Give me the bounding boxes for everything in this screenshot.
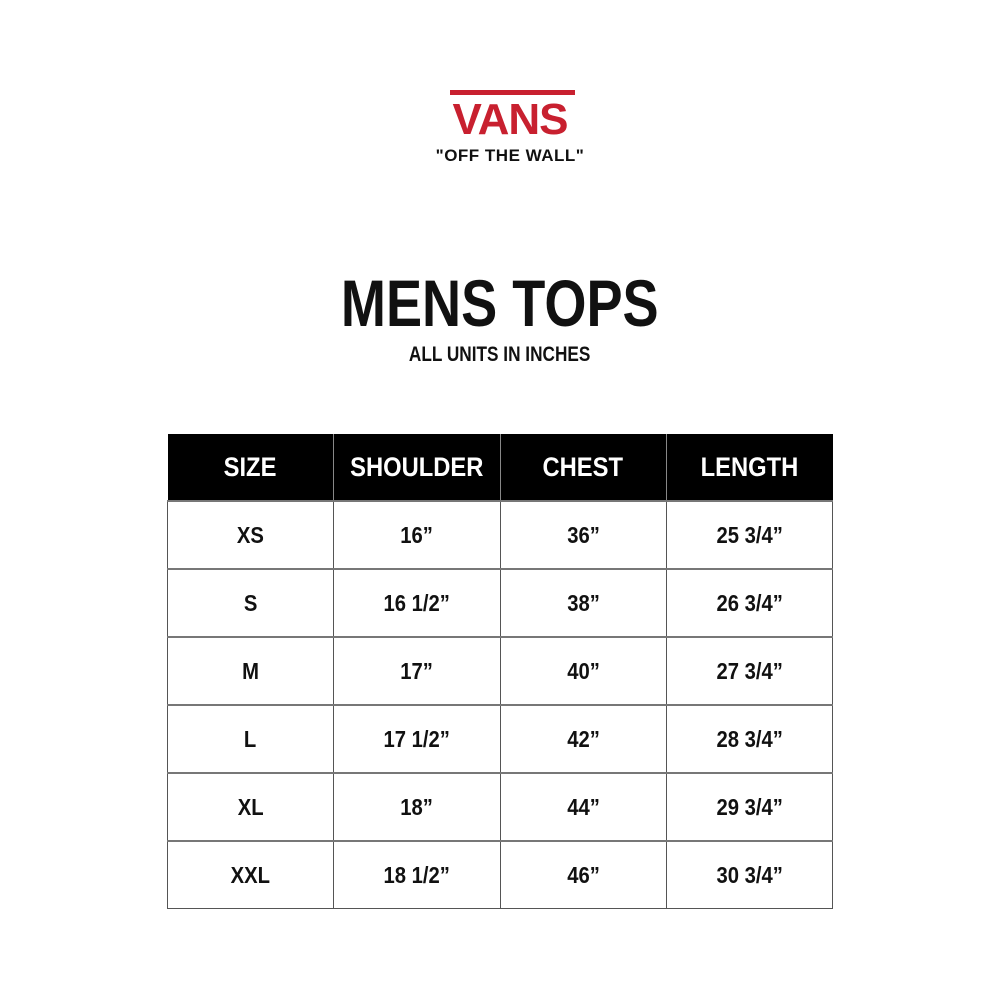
header-chest: CHEST — [499, 434, 667, 501]
cell-size: XXL — [167, 840, 334, 909]
table-row: L 17 1/2” 42” 28 3/4” — [167, 704, 834, 774]
cell-length: 26 3/4” — [665, 568, 834, 638]
cell-shoulder: 17 1/2” — [332, 704, 501, 774]
cell-text: 16 1/2” — [383, 589, 450, 616]
cell-shoulder: 16” — [332, 500, 501, 570]
cell-shoulder: 18” — [332, 772, 501, 842]
header-shoulder: SHOULDER — [332, 434, 501, 501]
cell-text: 42” — [566, 725, 600, 752]
table-row: XXL 18 1/2” 46” 30 3/4” — [167, 840, 834, 909]
cell-text: 28 3/4” — [716, 725, 783, 752]
cell-text: 17” — [400, 657, 433, 684]
cell-length: 29 3/4” — [665, 772, 834, 842]
cell-text: 29 3/4” — [716, 793, 783, 820]
table-row: M 17” 40” 27 3/4” — [167, 636, 834, 706]
cell-text: 27 3/4” — [716, 657, 783, 684]
cell-shoulder: 17” — [332, 636, 501, 706]
cell-text: S — [243, 589, 258, 616]
page-title: MENS TOPS — [341, 266, 659, 340]
cell-text: 46” — [566, 861, 600, 888]
header-length: LENGTH — [665, 434, 833, 501]
cell-shoulder: 18 1/2” — [332, 840, 501, 909]
cell-chest: 46” — [499, 840, 667, 909]
cell-size: XL — [167, 772, 334, 842]
vans-logo-mark: VANS — [450, 90, 575, 140]
cell-size: XS — [167, 500, 334, 570]
header-size: SIZE — [167, 434, 334, 501]
cell-text: XL — [237, 793, 264, 820]
svg-text:VANS: VANS — [453, 95, 568, 140]
tagline: "OFF THE WALL" — [435, 146, 585, 165]
cell-text: 18” — [400, 793, 433, 820]
page-subtitle: ALL UNITS IN INCHES — [409, 343, 591, 366]
cell-text: 36” — [566, 521, 600, 548]
cell-chest: 40” — [499, 636, 667, 706]
cell-text: M — [241, 657, 259, 684]
cell-text: XS — [236, 521, 264, 548]
table-row: XS 16” 36” 25 3/4” — [167, 500, 834, 570]
cell-size: S — [167, 568, 334, 638]
cell-text: XXL — [230, 861, 271, 888]
cell-text: 18 1/2” — [383, 861, 450, 888]
cell-chest: 36” — [499, 500, 667, 570]
vans-logo: VANS — [420, 88, 600, 168]
size-chart-table: SIZE SHOULDER CHEST LENGTH XS 16” 36” 25 3/… — [167, 434, 834, 909]
table-row: S 16 1/2” 38” 26 3/4” — [167, 568, 834, 638]
cell-text: 30 3/4” — [716, 861, 783, 888]
cell-length: 30 3/4” — [665, 840, 834, 909]
cell-length: 28 3/4” — [665, 704, 834, 774]
cell-size: M — [167, 636, 334, 706]
cell-length: 25 3/4” — [665, 500, 834, 570]
cell-text: 16” — [400, 521, 433, 548]
cell-shoulder: 16 1/2” — [332, 568, 501, 638]
cell-length: 27 3/4” — [665, 636, 834, 706]
cell-text: 44” — [566, 793, 600, 820]
cell-chest: 42” — [499, 704, 667, 774]
cell-text: 40” — [566, 657, 600, 684]
cell-size: L — [167, 704, 334, 774]
cell-text: 17 1/2” — [383, 725, 450, 752]
cell-chest: 38” — [499, 568, 667, 638]
cell-chest: 44” — [499, 772, 667, 842]
cell-text: 26 3/4” — [716, 589, 783, 616]
cell-text: 25 3/4” — [716, 521, 783, 548]
table-row: XL 18” 44” 29 3/4” — [167, 772, 834, 842]
header-row: SIZE SHOULDER CHEST LENGTH — [167, 434, 833, 501]
cell-text: L — [244, 725, 257, 752]
cell-text: 38” — [566, 589, 600, 616]
